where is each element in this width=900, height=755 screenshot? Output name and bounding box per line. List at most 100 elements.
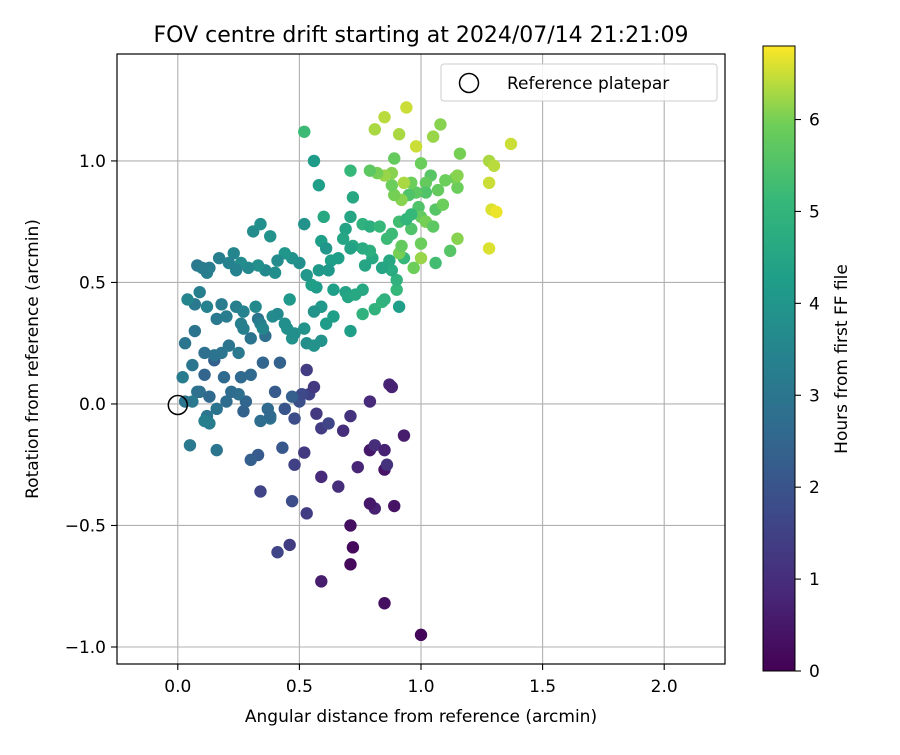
legend-reference-marker bbox=[458, 72, 480, 94]
scatter-point bbox=[234, 371, 248, 384]
scatter-point bbox=[414, 157, 428, 170]
x-axis-ticks: 0.0 0.5 1.0 1.5 2.0 bbox=[164, 664, 678, 697]
scatter-point bbox=[254, 414, 267, 428]
scatter-point bbox=[407, 261, 420, 275]
scatter-point bbox=[188, 324, 202, 338]
scatter-point bbox=[363, 164, 377, 177]
scatter-point bbox=[385, 264, 399, 277]
scatter-point bbox=[210, 312, 223, 326]
scatter-point bbox=[324, 254, 338, 267]
x-tick-label: 0.5 bbox=[286, 677, 313, 697]
x-tick-label: 1.0 bbox=[407, 677, 434, 697]
scatter-point bbox=[244, 453, 257, 467]
scatter-point bbox=[487, 159, 501, 172]
scatter-point bbox=[203, 390, 216, 403]
scatter-point bbox=[315, 470, 328, 484]
scatter-point bbox=[278, 402, 292, 416]
scatter-point bbox=[414, 237, 428, 250]
colorbar: 0 1 2 3 4 5 6 Hours from first FF file bbox=[762, 45, 852, 682]
scatter-point bbox=[215, 298, 228, 311]
scatter-point bbox=[504, 137, 518, 151]
scatter-point bbox=[390, 283, 403, 296]
scatter-point bbox=[368, 123, 381, 136]
scatter-point bbox=[344, 164, 357, 177]
scatter-point bbox=[426, 130, 440, 143]
scatter-point bbox=[178, 337, 192, 350]
scatter-point bbox=[271, 254, 284, 267]
scatter-point bbox=[310, 407, 323, 420]
x-axis-label: Angular distance from reference (arcmin) bbox=[245, 707, 597, 727]
scatter-point bbox=[400, 101, 413, 114]
scatter-point bbox=[200, 300, 214, 313]
y-tick-label: 1.0 bbox=[79, 152, 106, 172]
scatter-point bbox=[451, 181, 464, 194]
scatter-point bbox=[434, 118, 447, 131]
scatter-point bbox=[378, 443, 391, 457]
scatter-point bbox=[482, 176, 496, 190]
scatter-point bbox=[414, 251, 428, 265]
scatter-point bbox=[378, 293, 391, 306]
y-tick-label: −0.5 bbox=[65, 516, 106, 536]
scatter-point bbox=[283, 293, 296, 306]
scatter-point bbox=[344, 519, 357, 532]
scatter-point bbox=[490, 205, 503, 219]
x-tick-label: 0.0 bbox=[164, 677, 191, 697]
scatter-point bbox=[254, 217, 267, 231]
scatter-point bbox=[344, 210, 357, 224]
scatter-point bbox=[346, 191, 360, 204]
scatter-point bbox=[405, 208, 418, 221]
scatter-point bbox=[336, 232, 350, 245]
scatter-point bbox=[378, 597, 391, 610]
scatter-point bbox=[426, 220, 440, 233]
scatter-point bbox=[237, 322, 250, 335]
scatter-point bbox=[307, 305, 321, 318]
scatter-point bbox=[392, 127, 406, 141]
scatter-point bbox=[198, 368, 211, 381]
scatter-point bbox=[271, 546, 284, 559]
scatter-point bbox=[405, 222, 418, 236]
scatter-point bbox=[220, 310, 233, 323]
scatter-point bbox=[436, 198, 450, 211]
scatter-point bbox=[317, 210, 330, 224]
y-tick-label: 0.5 bbox=[79, 273, 106, 293]
scatter-point bbox=[195, 261, 209, 275]
colorbar-ticks: 0 1 2 3 4 5 6 bbox=[795, 111, 820, 682]
scatter-point bbox=[186, 358, 199, 372]
x-tick-label: 1.5 bbox=[529, 677, 556, 697]
y-axis-label: Rotation from reference (arcmin) bbox=[23, 219, 43, 499]
scatter-point bbox=[285, 494, 299, 508]
scatter-point bbox=[237, 405, 250, 418]
colorbar-label: Hours from first FF file bbox=[832, 264, 852, 454]
scatter-point bbox=[322, 264, 335, 277]
scatter-point bbox=[431, 183, 445, 197]
scatter-point bbox=[390, 273, 403, 287]
colorbar-gradient bbox=[762, 45, 796, 672]
scatter-point bbox=[307, 380, 321, 394]
scatter-point bbox=[300, 268, 313, 282]
scatter-point bbox=[288, 412, 301, 425]
scatter-point bbox=[193, 385, 206, 399]
scatter-point bbox=[439, 174, 452, 187]
scatter-point bbox=[409, 140, 423, 153]
scatter-point bbox=[298, 322, 311, 335]
colorbar-tick-label: 1 bbox=[809, 570, 820, 590]
colorbar-tick-label: 2 bbox=[809, 478, 820, 498]
colorbar-tick-label: 0 bbox=[809, 662, 820, 682]
scatter-point bbox=[227, 247, 240, 260]
scatter-point bbox=[385, 179, 399, 192]
scatter-point bbox=[254, 485, 267, 498]
scatter-point bbox=[429, 256, 442, 270]
scatter-point bbox=[305, 278, 318, 292]
scatter-point bbox=[358, 259, 372, 272]
scatter-point bbox=[344, 242, 357, 255]
scatter-point bbox=[181, 293, 194, 306]
scatter-point bbox=[212, 251, 226, 265]
scatter-point bbox=[271, 307, 284, 321]
scatter-point bbox=[378, 110, 391, 124]
scatter-point bbox=[217, 371, 231, 384]
scatter-point bbox=[268, 266, 282, 279]
scatter-point bbox=[419, 186, 433, 199]
scatter-point bbox=[210, 443, 223, 457]
colorbar-tick-label: 6 bbox=[809, 111, 820, 131]
